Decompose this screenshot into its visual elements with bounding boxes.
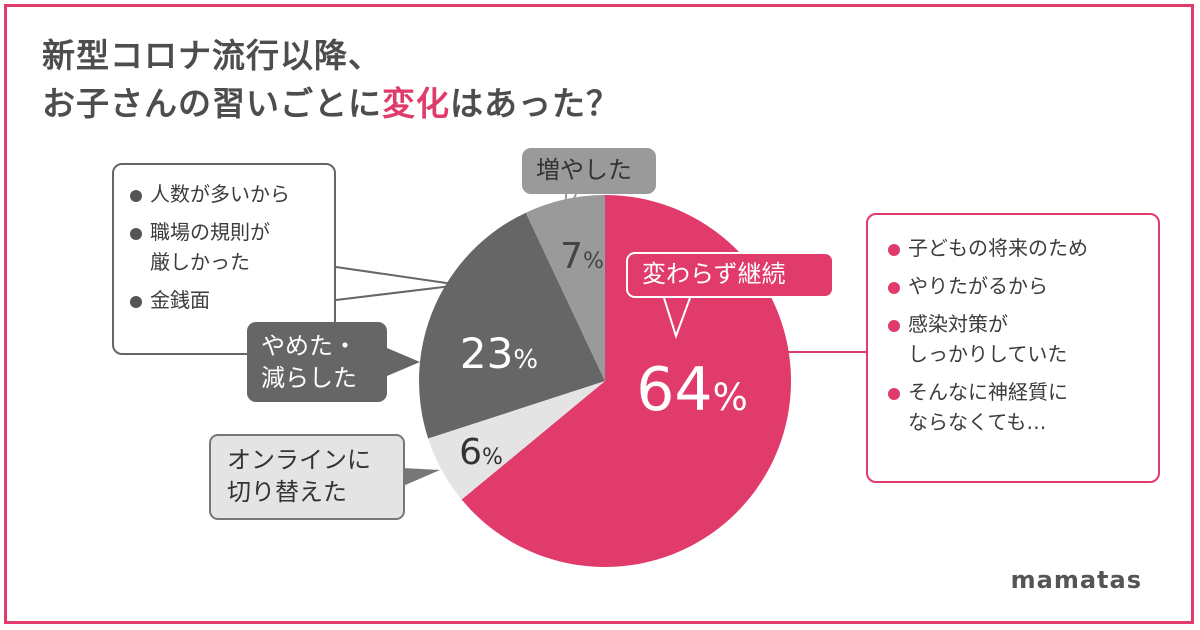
title-line-2-before: お子さんの習いごとに [42,84,382,123]
pointer-quit [387,348,420,376]
reason-continue-item: 感染対策が しっかりしていた [888,309,1158,369]
reason-continue-item: そんなに神経質に ならなくても… [888,377,1158,437]
slice-label-increase: 増やした [522,148,656,194]
chart-title: 新型コロナ流行以降、 お子さんの習いごとに変化はあった？ [42,32,620,128]
connector-continue [663,297,691,340]
title-accent-word: 変化 [382,84,450,123]
pct-label-continue: 64% [636,355,748,425]
reason-continue-item: やりたがるから [888,271,1158,301]
reason-quit-item: 金銭面 [130,285,334,315]
reason-quit-item: 人数が多いから [130,179,334,209]
pie-slice-online [428,381,605,500]
callout-connectors [335,193,868,486]
reasons-continue-list: 子どもの将来のため やりたがるから 感染対策が しっかりしていた そんなに神経質… [888,233,1158,437]
title-line-1: 新型コロナ流行以降、 [42,36,382,75]
percentage-labels: 64% 6% 23% 7% [459,236,748,473]
reasons-continue-box: 子どもの将来のため やりたがるから 感染対策が しっかりしていた そんなに神経質… [866,213,1160,483]
title-line-2-after: はあった？ [450,84,620,123]
pct-label-online: 6% [459,432,503,473]
pie-slice-increase [525,195,605,381]
slice-label-online: オンラインに 切り替えた [209,434,405,520]
slice-label-continue: 変わらず継続 [626,252,834,298]
pct-label-increase: 7% [560,236,604,277]
connector-increase [565,193,577,217]
brand-logo-text: mamatas [1010,566,1142,594]
connector-quit-reasons-top [335,266,461,286]
reason-continue-item: 子どもの将来のため [888,233,1158,263]
pointer-online [403,468,440,486]
reason-quit-item: 職場の規則が 厳しかった [130,217,334,277]
pct-label-quit: 23% [460,329,538,378]
reasons-quit-list: 人数が多いから 職場の規則が 厳しかった 金銭面 [130,179,334,315]
connector-quit-reasons-bottom [335,284,461,301]
pie-slice-quit [418,212,605,439]
reasons-quit-box: 人数が多いから 職場の規則が 厳しかった 金銭面 [112,163,336,355]
frame-border [4,4,1194,624]
slice-label-quit: やめた・ 減らした [247,322,387,402]
title-line-2: お子さんの習いごとに変化はあった？ [42,80,620,128]
